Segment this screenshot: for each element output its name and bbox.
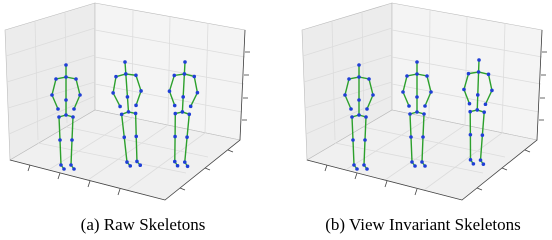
panel-b [301, 2, 548, 201]
caption: (a) Raw Skeletons [81, 215, 206, 234]
panel-a [4, 2, 251, 201]
caption: (b) View Invariant Skeletons [325, 215, 521, 234]
